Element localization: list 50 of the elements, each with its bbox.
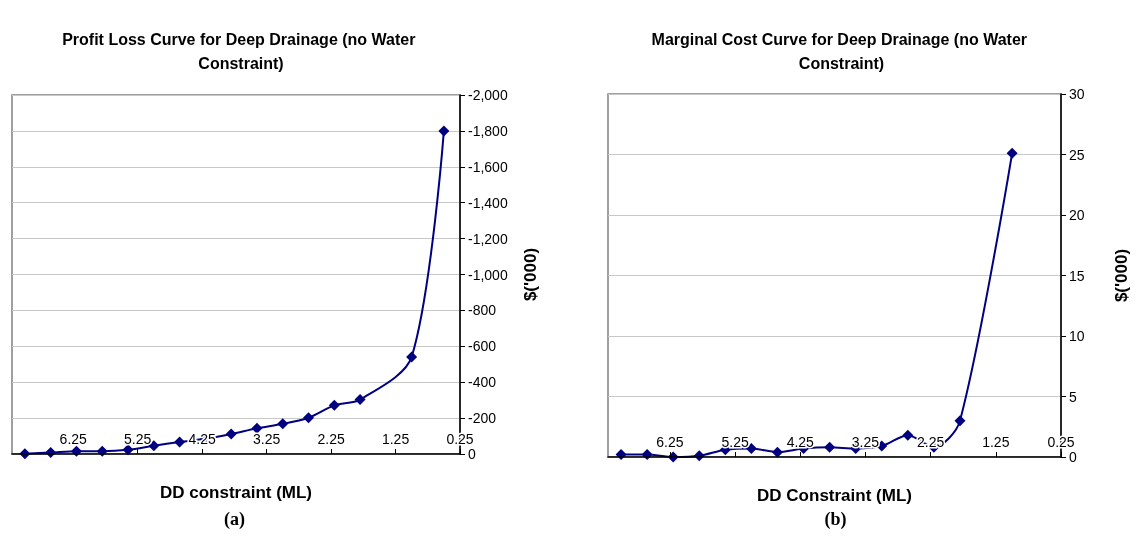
y-tick-label: 25 [1069, 146, 1085, 163]
point [824, 441, 836, 453]
text: (a) [224, 509, 245, 530]
x-tick-label: 3.25 [851, 434, 880, 450]
y-tick-label: -2,000 [468, 87, 508, 103]
chart-title: Profit Loss Curve for Deep Drainage (no Water Constraint) [62, 30, 420, 72]
point [406, 351, 418, 363]
x-tick-label: 6.25 [59, 431, 88, 447]
x-tick-label: 3.25 [252, 431, 281, 447]
y-tick-label: 0 [468, 446, 476, 462]
x-axis-title: DD constraint (ML) [159, 483, 313, 502]
y-tick-label: 0 [1069, 449, 1077, 465]
y-tick-label: -1,800 [468, 122, 508, 139]
x-tick-label: 5.25 [124, 431, 152, 447]
y-tick-label: -800 [468, 302, 497, 319]
y-tick-label: 5 [1069, 388, 1077, 405]
y-tick-label: 20 [1069, 207, 1085, 223]
y-tick-label: 10 [1069, 328, 1085, 344]
y-tick-label: -200 [468, 410, 497, 427]
y-tick-label: -1,000 [468, 266, 508, 283]
y-tick-label: -1,200 [468, 230, 508, 247]
y-tick-label: -400 [468, 374, 497, 391]
y-axis-title: $('000) [1112, 248, 1131, 303]
point [225, 428, 237, 440]
x-tick-label: 4.25 [786, 434, 815, 450]
y-tick-label: -600 [468, 338, 497, 355]
point [354, 394, 366, 406]
y-axis-title: $('000) [521, 247, 540, 302]
point [771, 446, 783, 458]
point [277, 418, 289, 430]
point [954, 415, 966, 427]
point [174, 436, 186, 448]
y-tick-label: 15 [1069, 267, 1085, 284]
point [328, 399, 340, 411]
x-tick-label: 6.25 [656, 434, 684, 450]
text: (b) [824, 509, 847, 530]
point [438, 125, 450, 137]
point [251, 422, 263, 434]
chart-title: Marginal Cost Curve for Deep Drainage (no Water Constraint) [651, 30, 1032, 72]
x-tick-label: 2.25 [317, 431, 345, 447]
point [303, 412, 315, 424]
y-tick-label: -1,600 [468, 158, 508, 175]
x-axis-title: DD Constraint (ML) [757, 486, 912, 505]
x-tick-label: 5.25 [721, 434, 749, 450]
y-tick-label: 30 [1069, 86, 1085, 102]
y-tick-label: -1,400 [468, 194, 508, 211]
x-tick-label: 1.25 [982, 434, 1010, 450]
point [902, 429, 914, 441]
point [1006, 147, 1018, 159]
x-tick-label: 1.25 [381, 431, 410, 447]
